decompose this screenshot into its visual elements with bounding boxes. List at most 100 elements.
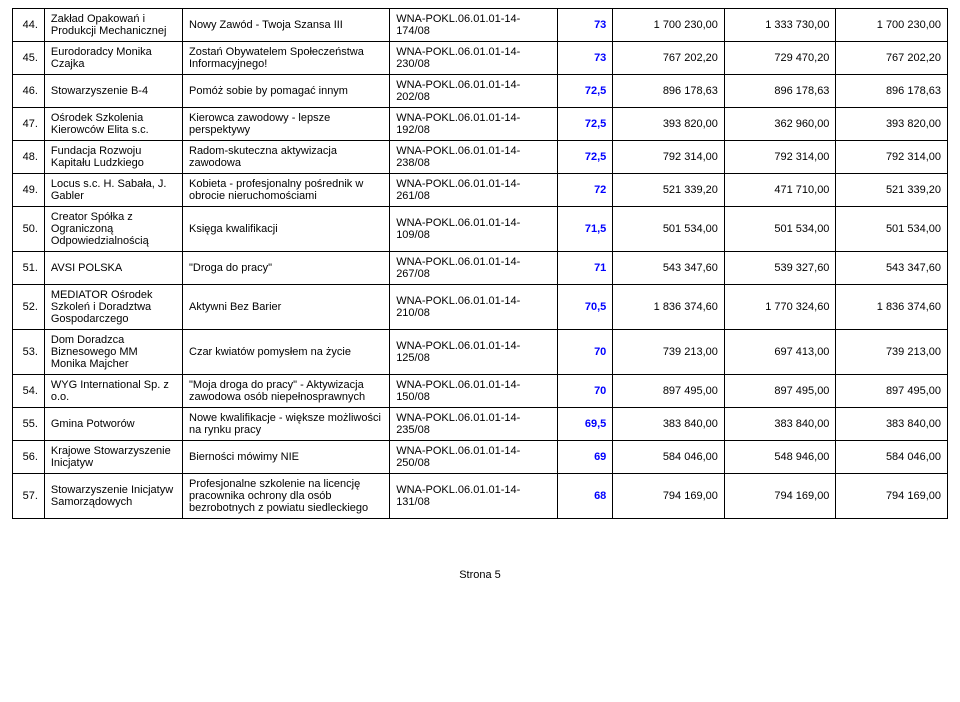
- cell-num: 46.: [13, 75, 45, 108]
- cell-m2: 362 960,00: [724, 108, 836, 141]
- cell-m3: 383 840,00: [836, 408, 948, 441]
- cell-name: WYG International Sp. z o.o.: [44, 375, 182, 408]
- cell-title: Czar kwiatów pomysłem na życie: [183, 330, 390, 375]
- table-row: 56.Krajowe Stowarzyszenie InicjatywBiern…: [13, 441, 948, 474]
- table-row: 51.AVSI POLSKA"Droga do pracy"WNA-POKL.0…: [13, 252, 948, 285]
- cell-code: WNA-POKL.06.01.01-14-202/08: [390, 75, 558, 108]
- cell-name: Gmina Potworów: [44, 408, 182, 441]
- cell-num: 57.: [13, 474, 45, 519]
- cell-name: Eurodoradcy Monika Czajka: [44, 42, 182, 75]
- cell-score: 69,5: [558, 408, 613, 441]
- cell-title: "Moja droga do pracy" - Aktywizacja zawo…: [183, 375, 390, 408]
- cell-name: Ośrodek Szkolenia Kierowców Elita s.c.: [44, 108, 182, 141]
- cell-m2: 539 327,60: [724, 252, 836, 285]
- cell-m2: 548 946,00: [724, 441, 836, 474]
- cell-name: Krajowe Stowarzyszenie Inicjatyw: [44, 441, 182, 474]
- cell-num: 52.: [13, 285, 45, 330]
- cell-num: 50.: [13, 207, 45, 252]
- cell-m1: 383 840,00: [613, 408, 725, 441]
- cell-score: 70,5: [558, 285, 613, 330]
- cell-m1: 794 169,00: [613, 474, 725, 519]
- cell-m1: 521 339,20: [613, 174, 725, 207]
- cell-m2: 501 534,00: [724, 207, 836, 252]
- cell-m2: 471 710,00: [724, 174, 836, 207]
- cell-num: 51.: [13, 252, 45, 285]
- table-row: 46.Stowarzyszenie B-4Pomóż sobie by poma…: [13, 75, 948, 108]
- cell-score: 72,5: [558, 75, 613, 108]
- cell-score: 71: [558, 252, 613, 285]
- cell-num: 45.: [13, 42, 45, 75]
- cell-m2: 1 333 730,00: [724, 9, 836, 42]
- cell-num: 47.: [13, 108, 45, 141]
- cell-name: AVSI POLSKA: [44, 252, 182, 285]
- cell-m3: 1 700 230,00: [836, 9, 948, 42]
- table-row: 53.Dom Doradzca Biznesowego MM Monika Ma…: [13, 330, 948, 375]
- cell-m1: 792 314,00: [613, 141, 725, 174]
- cell-score: 69: [558, 441, 613, 474]
- cell-m2: 383 840,00: [724, 408, 836, 441]
- cell-m2: 1 770 324,60: [724, 285, 836, 330]
- cell-name: Stowarzyszenie B-4: [44, 75, 182, 108]
- cell-score: 70: [558, 330, 613, 375]
- cell-name: Fundacja Rozwoju Kapitału Ludzkiego: [44, 141, 182, 174]
- cell-m3: 792 314,00: [836, 141, 948, 174]
- cell-code: WNA-POKL.06.01.01-14-109/08: [390, 207, 558, 252]
- cell-name: Dom Doradzca Biznesowego MM Monika Majch…: [44, 330, 182, 375]
- cell-m3: 584 046,00: [836, 441, 948, 474]
- cell-code: WNA-POKL.06.01.01-14-210/08: [390, 285, 558, 330]
- cell-title: Zostań Obywatelem Społeczeństwa Informac…: [183, 42, 390, 75]
- cell-m2: 897 495,00: [724, 375, 836, 408]
- cell-title: Nowe kwalifikacje - większe możliwości n…: [183, 408, 390, 441]
- cell-m3: 501 534,00: [836, 207, 948, 252]
- cell-num: 44.: [13, 9, 45, 42]
- page-footer: Strona 5: [12, 569, 948, 581]
- table-row: 44.Zakład Opakowań i Produkcji Mechanicz…: [13, 9, 948, 42]
- cell-code: WNA-POKL.06.01.01-14-250/08: [390, 441, 558, 474]
- cell-name: Zakład Opakowań i Produkcji Mechanicznej: [44, 9, 182, 42]
- cell-code: WNA-POKL.06.01.01-14-235/08: [390, 408, 558, 441]
- cell-m1: 739 213,00: [613, 330, 725, 375]
- cell-m3: 521 339,20: [836, 174, 948, 207]
- cell-m1: 393 820,00: [613, 108, 725, 141]
- cell-m3: 1 836 374,60: [836, 285, 948, 330]
- cell-name: Stowarzyszenie Inicjatyw Samorządowych: [44, 474, 182, 519]
- cell-m2: 896 178,63: [724, 75, 836, 108]
- cell-title: Aktywni Bez Barier: [183, 285, 390, 330]
- cell-code: WNA-POKL.06.01.01-14-230/08: [390, 42, 558, 75]
- cell-num: 48.: [13, 141, 45, 174]
- cell-score: 73: [558, 9, 613, 42]
- cell-m1: 897 495,00: [613, 375, 725, 408]
- table-row: 45.Eurodoradcy Monika CzajkaZostań Obywa…: [13, 42, 948, 75]
- cell-m2: 697 413,00: [724, 330, 836, 375]
- cell-m1: 584 046,00: [613, 441, 725, 474]
- cell-score: 72,5: [558, 141, 613, 174]
- table-row: 50.Creator Spółka z Ograniczoną Odpowied…: [13, 207, 948, 252]
- cell-m3: 897 495,00: [836, 375, 948, 408]
- cell-m3: 794 169,00: [836, 474, 948, 519]
- table-row: 52.MEDIATOR Ośrodek Szkoleń i Doradztwa …: [13, 285, 948, 330]
- cell-score: 70: [558, 375, 613, 408]
- cell-code: WNA-POKL.06.01.01-14-192/08: [390, 108, 558, 141]
- cell-m2: 729 470,20: [724, 42, 836, 75]
- cell-m2: 792 314,00: [724, 141, 836, 174]
- table-row: 57.Stowarzyszenie Inicjatyw Samorządowyc…: [13, 474, 948, 519]
- cell-m1: 1 836 374,60: [613, 285, 725, 330]
- cell-num: 53.: [13, 330, 45, 375]
- cell-num: 56.: [13, 441, 45, 474]
- table-row: 55.Gmina PotworówNowe kwalifikacje - wię…: [13, 408, 948, 441]
- cell-code: WNA-POKL.06.01.01-14-150/08: [390, 375, 558, 408]
- cell-num: 49.: [13, 174, 45, 207]
- table-row: 48.Fundacja Rozwoju Kapitału LudzkiegoRa…: [13, 141, 948, 174]
- cell-title: Kierowca zawodowy - lepsze perspektywy: [183, 108, 390, 141]
- table-row: 49.Locus s.c. H. Sabała, J. GablerKobiet…: [13, 174, 948, 207]
- cell-title: Nowy Zawód - Twoja Szansa III: [183, 9, 390, 42]
- cell-code: WNA-POKL.06.01.01-14-238/08: [390, 141, 558, 174]
- cell-title: Pomóż sobie by pomagać innym: [183, 75, 390, 108]
- data-table: 44.Zakład Opakowań i Produkcji Mechanicz…: [12, 8, 948, 519]
- cell-code: WNA-POKL.06.01.01-14-261/08: [390, 174, 558, 207]
- cell-m3: 739 213,00: [836, 330, 948, 375]
- cell-m1: 501 534,00: [613, 207, 725, 252]
- cell-m3: 767 202,20: [836, 42, 948, 75]
- cell-score: 71,5: [558, 207, 613, 252]
- cell-m3: 896 178,63: [836, 75, 948, 108]
